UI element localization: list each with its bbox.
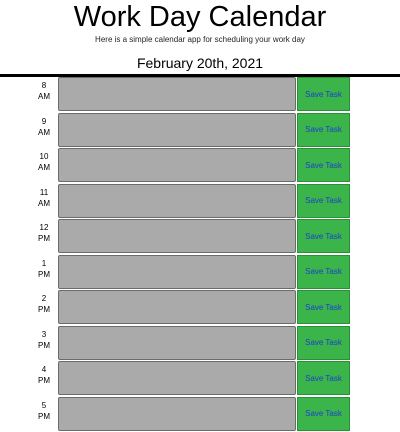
hour-number: 8 bbox=[30, 80, 58, 91]
hour-number: 10 bbox=[30, 151, 58, 162]
hour-period: AM bbox=[30, 198, 58, 209]
hour-number: 3 bbox=[30, 329, 58, 340]
task-description-input[interactable] bbox=[58, 397, 296, 431]
hour-number: 4 bbox=[30, 364, 58, 375]
task-description-input[interactable] bbox=[58, 184, 296, 218]
hour-period: PM bbox=[30, 269, 58, 280]
hour-number: 12 bbox=[30, 222, 58, 233]
task-description-input[interactable] bbox=[58, 290, 296, 324]
jumbotron-header: Work Day Calendar Here is a simple calen… bbox=[0, 0, 400, 77]
save-task-button[interactable]: Save Task bbox=[297, 326, 350, 360]
task-description-input[interactable] bbox=[58, 77, 296, 111]
task-description-input[interactable] bbox=[58, 148, 296, 182]
save-task-button[interactable]: Save Task bbox=[297, 113, 350, 147]
hour-number: 2 bbox=[30, 293, 58, 304]
hour-period: AM bbox=[30, 127, 58, 138]
page-title: Work Day Calendar bbox=[0, 1, 400, 33]
task-description-input[interactable] bbox=[58, 113, 296, 147]
save-task-button[interactable]: Save Task bbox=[297, 397, 350, 431]
save-task-button[interactable]: Save Task bbox=[297, 290, 350, 324]
save-task-button[interactable]: Save Task bbox=[297, 184, 350, 218]
hour-period: PM bbox=[30, 411, 58, 422]
save-task-button[interactable]: Save Task bbox=[297, 361, 350, 395]
hour-period: AM bbox=[30, 162, 58, 173]
current-day: February 20th, 2021 bbox=[0, 54, 400, 72]
hour-period: AM bbox=[30, 91, 58, 102]
task-description-input[interactable] bbox=[58, 326, 296, 360]
save-task-button[interactable]: Save Task bbox=[297, 77, 350, 111]
hour-number: 5 bbox=[30, 400, 58, 411]
task-description-input[interactable] bbox=[58, 361, 296, 395]
hour-number: 1 bbox=[30, 258, 58, 269]
hour-period: PM bbox=[30, 340, 58, 351]
save-task-button[interactable]: Save Task bbox=[297, 148, 350, 182]
save-task-button[interactable]: Save Task bbox=[297, 255, 350, 289]
hour-number: 11 bbox=[30, 187, 58, 198]
task-description-input[interactable] bbox=[58, 255, 296, 289]
hour-period: PM bbox=[30, 304, 58, 315]
page-lead: Here is a simple calendar app for schedu… bbox=[0, 35, 400, 45]
hour-period: PM bbox=[30, 375, 58, 386]
hour-number: 9 bbox=[30, 116, 58, 127]
save-task-button[interactable]: Save Task bbox=[297, 219, 350, 253]
hour-period: PM bbox=[30, 233, 58, 244]
task-description-input[interactable] bbox=[58, 219, 296, 253]
